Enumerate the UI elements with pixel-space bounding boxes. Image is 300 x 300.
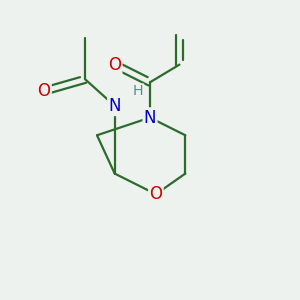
Text: N: N	[144, 109, 156, 127]
Text: O: O	[149, 185, 162, 203]
Text: N: N	[108, 97, 121, 115]
Text: O: O	[38, 82, 50, 100]
Text: H: H	[133, 84, 143, 98]
Text: O: O	[108, 56, 121, 74]
